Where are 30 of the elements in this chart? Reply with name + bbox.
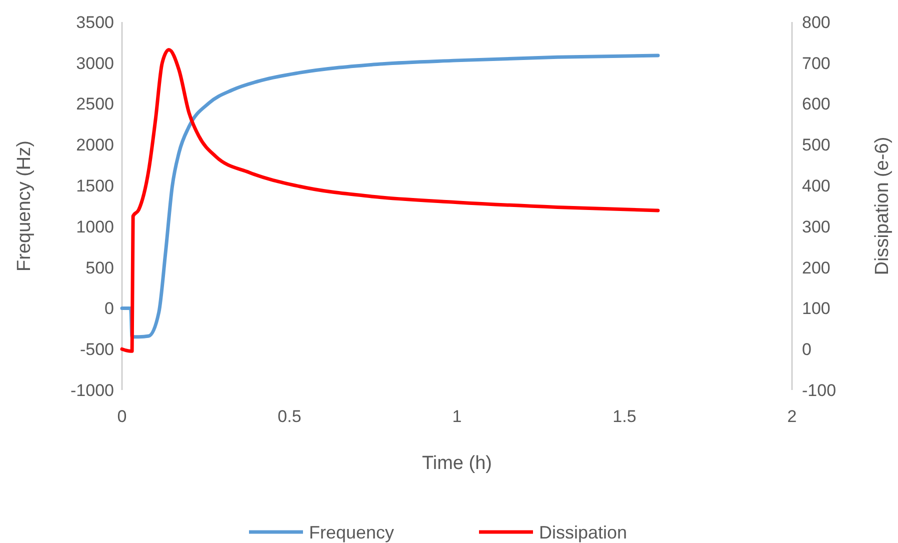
- y-tick-label: 1000: [76, 217, 114, 236]
- legend-label: Dissipation: [539, 522, 628, 542]
- y2-tick-label: 100: [802, 299, 830, 318]
- x-tick-label: 1.5: [612, 407, 636, 426]
- y2-tick-label: -100: [802, 380, 836, 400]
- y2-tick-label: 600: [802, 94, 830, 114]
- y-tick-label: 2500: [76, 94, 114, 114]
- legend-label: Frequency: [309, 522, 394, 542]
- y2-tick-label: 0: [802, 340, 812, 360]
- y2-tick-label: 300: [802, 217, 830, 236]
- x-tick-label: 0: [117, 407, 127, 426]
- y-tick-label: 3000: [76, 54, 114, 73]
- y-axis-title: Frequency (Hz): [14, 140, 35, 272]
- y2-tick-label: 200: [802, 258, 830, 278]
- y2-tick-label: 400: [802, 176, 830, 196]
- x-tick-label: 0.5: [278, 407, 302, 426]
- y-tick-label: -1000: [70, 380, 114, 400]
- x-axis-title: Time (h): [422, 453, 492, 474]
- y2-tick-label: 500: [802, 136, 830, 155]
- y-tick-label: 500: [86, 258, 114, 278]
- y-tick-label: 3500: [76, 12, 114, 32]
- y2-tick-label: 800: [802, 12, 830, 32]
- y2-tick-label: 700: [802, 54, 830, 73]
- x-tick-label: 1: [452, 407, 462, 426]
- y-tick-label: 0: [104, 299, 114, 318]
- y-tick-label: 2000: [76, 136, 114, 155]
- y-tick-label: -500: [80, 340, 114, 360]
- x-tick-label: 2: [787, 407, 797, 426]
- y-tick-label: 1500: [76, 176, 114, 196]
- y2-axis-title: Dissipation (e-6): [872, 136, 893, 276]
